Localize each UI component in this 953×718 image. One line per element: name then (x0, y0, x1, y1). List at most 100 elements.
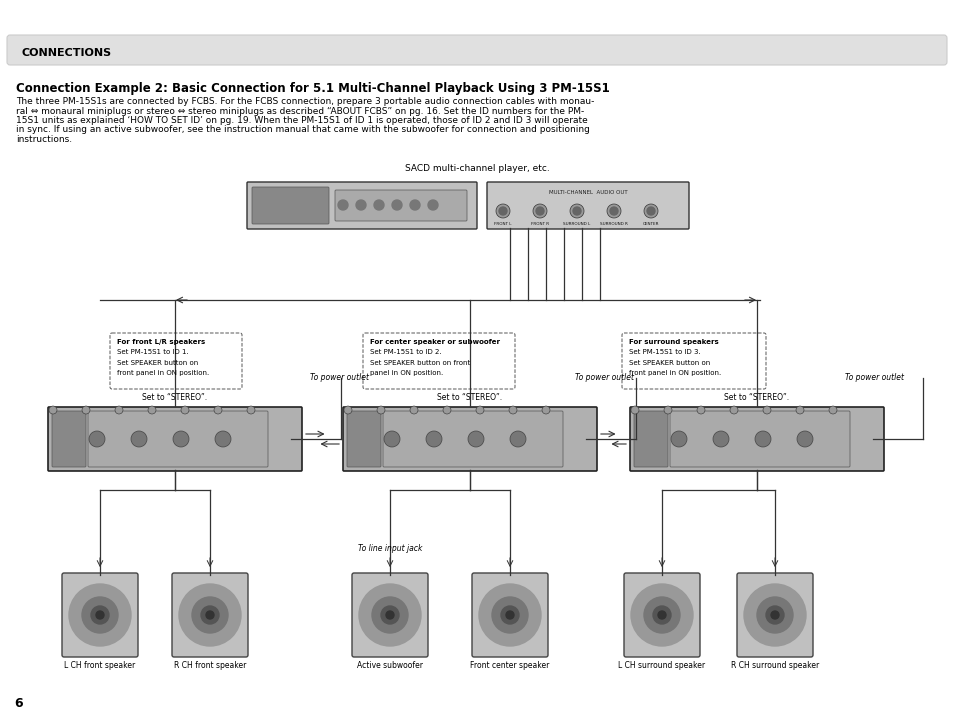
Text: Set SPEAKER button on front: Set SPEAKER button on front (370, 360, 470, 366)
Circle shape (355, 200, 366, 210)
Circle shape (82, 406, 90, 414)
Circle shape (372, 597, 408, 633)
FancyBboxPatch shape (621, 333, 765, 389)
Circle shape (569, 204, 583, 218)
Circle shape (492, 597, 527, 633)
FancyBboxPatch shape (347, 411, 380, 467)
Circle shape (505, 611, 514, 619)
Text: ral ⇔ monaural miniplugs or stereo ⇔ stereo miniplugs as described “ABOUT FCBS” : ral ⇔ monaural miniplugs or stereo ⇔ ste… (16, 106, 583, 116)
Circle shape (376, 406, 385, 414)
Circle shape (337, 200, 348, 210)
Circle shape (82, 597, 118, 633)
Circle shape (478, 584, 540, 646)
Circle shape (643, 204, 658, 218)
FancyBboxPatch shape (737, 573, 812, 657)
Circle shape (181, 406, 189, 414)
Circle shape (380, 606, 398, 624)
Circle shape (410, 200, 419, 210)
Text: Set PM-15S1 to ID 3.: Set PM-15S1 to ID 3. (628, 350, 700, 355)
Circle shape (712, 431, 728, 447)
Circle shape (96, 611, 104, 619)
Text: For center speaker or subwoofer: For center speaker or subwoofer (370, 339, 499, 345)
Circle shape (510, 431, 525, 447)
Text: FRONT R: FRONT R (531, 222, 549, 226)
Text: instructions.: instructions. (16, 135, 72, 144)
Circle shape (496, 204, 510, 218)
Text: To power outlet: To power outlet (575, 373, 634, 383)
Circle shape (89, 431, 105, 447)
Text: FRONT L: FRONT L (494, 222, 511, 226)
FancyBboxPatch shape (48, 407, 302, 471)
FancyBboxPatch shape (62, 573, 138, 657)
Circle shape (49, 406, 57, 414)
Circle shape (386, 611, 394, 619)
Circle shape (509, 406, 517, 414)
Circle shape (658, 611, 665, 619)
Circle shape (247, 406, 254, 414)
Circle shape (646, 207, 655, 215)
FancyBboxPatch shape (623, 573, 700, 657)
Circle shape (729, 406, 738, 414)
Circle shape (697, 406, 704, 414)
Circle shape (762, 406, 770, 414)
FancyBboxPatch shape (88, 411, 268, 467)
Circle shape (91, 606, 109, 624)
Text: L CH front speaker: L CH front speaker (64, 661, 135, 670)
Circle shape (541, 406, 550, 414)
Circle shape (743, 584, 805, 646)
Circle shape (757, 597, 792, 633)
FancyBboxPatch shape (634, 411, 667, 467)
Circle shape (344, 406, 352, 414)
Circle shape (536, 207, 543, 215)
Circle shape (754, 431, 770, 447)
Text: Set PM-15S1 to ID 2.: Set PM-15S1 to ID 2. (370, 350, 441, 355)
Circle shape (392, 200, 401, 210)
Circle shape (630, 584, 692, 646)
Text: To line input jack: To line input jack (357, 544, 422, 553)
Text: panel in ON position.: panel in ON position. (370, 370, 443, 376)
FancyBboxPatch shape (343, 407, 597, 471)
FancyBboxPatch shape (335, 190, 467, 221)
Circle shape (148, 406, 156, 414)
Circle shape (206, 611, 213, 619)
Text: Connection Example 2: Basic Connection for 5.1 Multi-Channel Playback Using 3 PM: Connection Example 2: Basic Connection f… (16, 82, 609, 95)
FancyBboxPatch shape (472, 573, 547, 657)
Text: in sync. If using an active subwoofer, see the instruction manual that came with: in sync. If using an active subwoofer, s… (16, 126, 589, 134)
Text: CONNECTIONS: CONNECTIONS (22, 48, 112, 58)
Circle shape (652, 606, 670, 624)
Text: Active subwoofer: Active subwoofer (356, 661, 422, 670)
Circle shape (606, 204, 620, 218)
Text: The three PM-15S1s are connected by FCBS. For the FCBS connection, prepare 3 por: The three PM-15S1s are connected by FCBS… (16, 97, 594, 106)
FancyBboxPatch shape (486, 182, 688, 229)
Text: Set SPEAKER button on: Set SPEAKER button on (117, 360, 198, 366)
Circle shape (384, 431, 399, 447)
Text: 6: 6 (14, 697, 23, 710)
Text: 15S1 units as explained ‘HOW TO SET ID’ on pg. 19. When the PM-15S1 of ID 1 is o: 15S1 units as explained ‘HOW TO SET ID’ … (16, 116, 587, 125)
Text: SURROUND R: SURROUND R (599, 222, 627, 226)
FancyBboxPatch shape (172, 573, 248, 657)
Text: L CH surround speaker: L CH surround speaker (618, 661, 705, 670)
Text: CENTER: CENTER (642, 222, 659, 226)
Text: MULTI-CHANNEL  AUDIO OUT: MULTI-CHANNEL AUDIO OUT (548, 190, 627, 195)
Circle shape (213, 406, 222, 414)
FancyBboxPatch shape (363, 333, 515, 389)
Circle shape (609, 207, 618, 215)
Circle shape (533, 204, 546, 218)
Circle shape (374, 200, 384, 210)
FancyBboxPatch shape (382, 411, 562, 467)
Text: Set PM-15S1 to ID 1.: Set PM-15S1 to ID 1. (117, 350, 189, 355)
Circle shape (663, 406, 671, 414)
Circle shape (643, 597, 679, 633)
Circle shape (468, 431, 483, 447)
Circle shape (115, 406, 123, 414)
FancyBboxPatch shape (252, 187, 329, 224)
Text: SACD multi-channel player, etc.: SACD multi-channel player, etc. (404, 164, 549, 173)
Circle shape (770, 611, 779, 619)
Circle shape (765, 606, 783, 624)
FancyBboxPatch shape (247, 182, 476, 229)
Text: Set SPEAKER button on: Set SPEAKER button on (628, 360, 709, 366)
Circle shape (828, 406, 836, 414)
Text: For front L/R speakers: For front L/R speakers (117, 339, 205, 345)
FancyBboxPatch shape (110, 333, 242, 389)
FancyBboxPatch shape (669, 411, 849, 467)
